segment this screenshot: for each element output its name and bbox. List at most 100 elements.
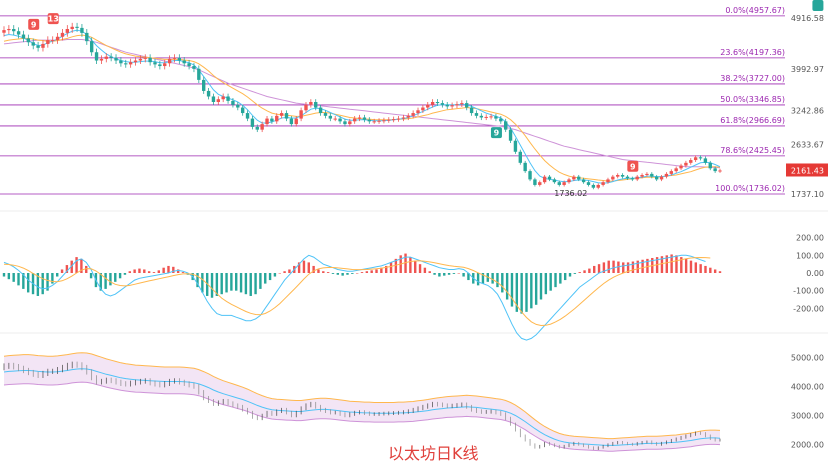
candle-body <box>465 103 469 108</box>
macd-bar <box>505 273 509 300</box>
candle-body <box>138 58 143 61</box>
candle-body <box>333 118 337 120</box>
macd-bar <box>259 273 262 289</box>
macd-bar <box>694 262 698 273</box>
macd-bar <box>549 273 552 291</box>
macd-bar <box>622 262 625 273</box>
fib-label: 50.0%(3346.85) <box>720 95 785 104</box>
candle-body <box>469 107 474 114</box>
candle-body <box>460 103 464 105</box>
macd-bar <box>118 273 122 279</box>
macd-bar <box>544 273 548 295</box>
macd-bar <box>326 272 330 273</box>
candle-body <box>260 124 264 130</box>
macd-bar <box>588 268 591 273</box>
macd-bar <box>46 273 49 291</box>
macd-bar <box>133 269 136 273</box>
candle-body <box>508 129 513 141</box>
macd-bar <box>573 273 577 274</box>
candle-body <box>94 52 99 61</box>
macd-bar <box>172 266 175 273</box>
candle-body <box>70 26 74 30</box>
macd-bar <box>341 273 344 276</box>
candle-body <box>513 140 518 152</box>
candle-body <box>557 182 561 185</box>
candle-body <box>450 105 454 107</box>
candle-body <box>128 62 133 65</box>
candle-body <box>318 107 323 114</box>
macd-bar <box>501 273 504 293</box>
macd-bar <box>230 273 233 291</box>
candle-body <box>245 113 250 119</box>
candle-body <box>445 104 449 107</box>
candle-body <box>698 157 703 159</box>
macd-bar <box>22 273 25 289</box>
price-tick-label: 1737.10 <box>791 190 824 199</box>
candle-body <box>411 113 415 116</box>
macd-bar <box>375 269 378 273</box>
candle-body <box>240 107 245 114</box>
candle-body <box>357 117 362 119</box>
macd-bar <box>713 269 717 273</box>
candle-body <box>202 79 206 91</box>
macd-bar <box>70 260 73 273</box>
candle-body <box>75 26 79 28</box>
candle-body <box>133 60 138 63</box>
macd-bar <box>699 264 702 273</box>
macd-bar <box>365 271 369 273</box>
macd-bar <box>51 273 54 284</box>
macd-bar <box>641 259 644 273</box>
candle-body <box>679 165 683 169</box>
macd-bar <box>196 273 199 288</box>
signal-label: 9 <box>630 162 636 171</box>
ma-long-line <box>3 39 721 169</box>
macd-bar <box>60 269 64 273</box>
macd-bar <box>646 258 649 273</box>
macd-bar <box>443 273 446 276</box>
candle-body <box>533 179 537 185</box>
macd-bar <box>496 273 499 288</box>
candle-body <box>572 176 576 180</box>
macd-bar <box>215 273 219 296</box>
candle-body <box>440 103 445 105</box>
macd-tick-label: -100.00 <box>793 287 824 296</box>
candle-body <box>484 116 488 118</box>
macd-bar <box>346 273 349 275</box>
macd-bar <box>675 255 678 273</box>
band-mid-line <box>3 368 721 446</box>
candle-body <box>89 41 94 53</box>
candle-body <box>455 104 459 106</box>
candle-body <box>289 118 294 125</box>
signal-badge <box>28 18 40 30</box>
signal-badge <box>490 127 502 139</box>
candle-body <box>294 118 298 125</box>
macd-bar <box>612 260 615 273</box>
macd-bar <box>128 271 131 273</box>
macd-bar <box>65 265 69 273</box>
macd-bar <box>525 273 528 312</box>
macd-bar <box>138 268 141 273</box>
macd-bar <box>278 273 281 274</box>
macd-bar <box>636 260 639 273</box>
candle-body <box>430 102 435 105</box>
macd-bar <box>554 273 557 288</box>
price-tick-label: 2633.67 <box>791 140 824 149</box>
candle-body <box>114 57 118 61</box>
band-upper-line <box>3 352 721 440</box>
candle-body <box>26 38 31 43</box>
candle-body <box>187 63 191 67</box>
macd-tick-label: -200.00 <box>793 304 824 313</box>
ma-mid-line <box>3 34 721 182</box>
macd-bar <box>718 271 722 273</box>
macd-bar <box>109 273 112 286</box>
candle-body <box>309 102 313 105</box>
band-tick-label: 5000.00 <box>791 353 824 362</box>
macd-bar <box>147 271 151 273</box>
price-axis: 4916.58 3992.97 3242.86 2633.67 1737.10 2161.… <box>786 14 828 199</box>
macd-bar <box>264 273 267 284</box>
macd-bar <box>355 273 359 274</box>
candle-body <box>148 57 152 63</box>
macd-bar <box>244 273 248 295</box>
candle-body <box>250 118 255 127</box>
macd-tick-label: 200.00 <box>796 234 824 243</box>
